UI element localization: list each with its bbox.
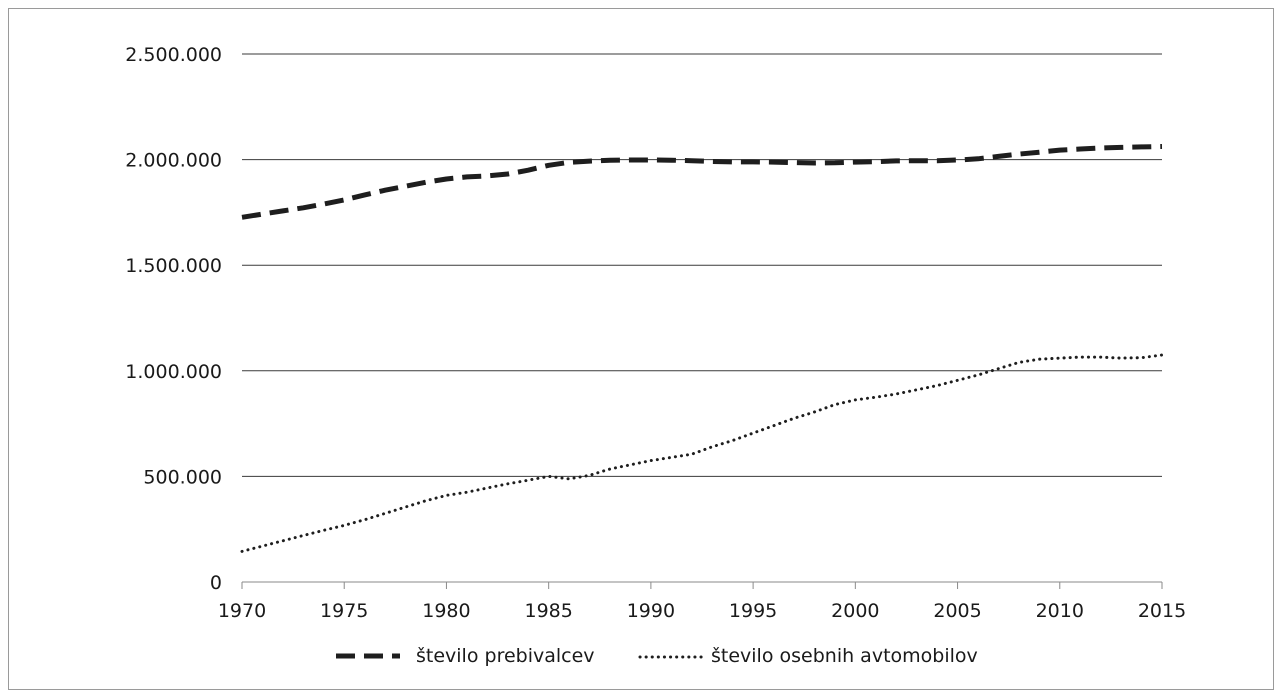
series-line-prebivalci bbox=[241, 144, 1163, 220]
y-tick-label: 0 bbox=[210, 572, 222, 594]
y-tick-label: 1.000.000 bbox=[125, 361, 222, 383]
legend-label: število osebnih avtomobilov bbox=[711, 645, 978, 667]
x-tick-label: 2015 bbox=[1138, 600, 1186, 622]
x-tick-label: 2000 bbox=[831, 600, 879, 622]
x-tick-label: 1970 bbox=[218, 600, 266, 622]
y-tick-label: 2.000.000 bbox=[125, 150, 222, 172]
y-axis-tick-labels: 0 500.000 1.000.000 1.500.000 2.000.000 2.500… bbox=[125, 44, 222, 594]
x-axis-tick-labels: 1970 1975 1980 1985 1990 1995 2000 2005 2010 2015 bbox=[218, 600, 1186, 622]
y-tick-label: 1.500.000 bbox=[125, 255, 222, 277]
legend-label: število prebivalcev bbox=[416, 645, 595, 667]
x-tick-label: 1990 bbox=[627, 600, 675, 622]
chart-frame bbox=[8, 8, 1274, 690]
series-lines bbox=[240, 144, 1164, 553]
x-tick-label: 1985 bbox=[524, 600, 572, 622]
gridlines bbox=[242, 53, 1162, 477]
series-line-avtomobili bbox=[240, 353, 1164, 553]
y-tick-label: 500.000 bbox=[143, 466, 222, 488]
x-tick-label: 1995 bbox=[729, 600, 777, 622]
x-axis bbox=[241, 581, 1163, 589]
x-tick-label: 1980 bbox=[422, 600, 470, 622]
x-tick-label: 2005 bbox=[933, 600, 981, 622]
x-tick-label: 2010 bbox=[1036, 600, 1084, 622]
legend: število prebivalcev število osebnih avtom… bbox=[336, 645, 978, 667]
y-tick-label: 2.500.000 bbox=[125, 44, 222, 66]
x-tick-label: 1975 bbox=[320, 600, 368, 622]
